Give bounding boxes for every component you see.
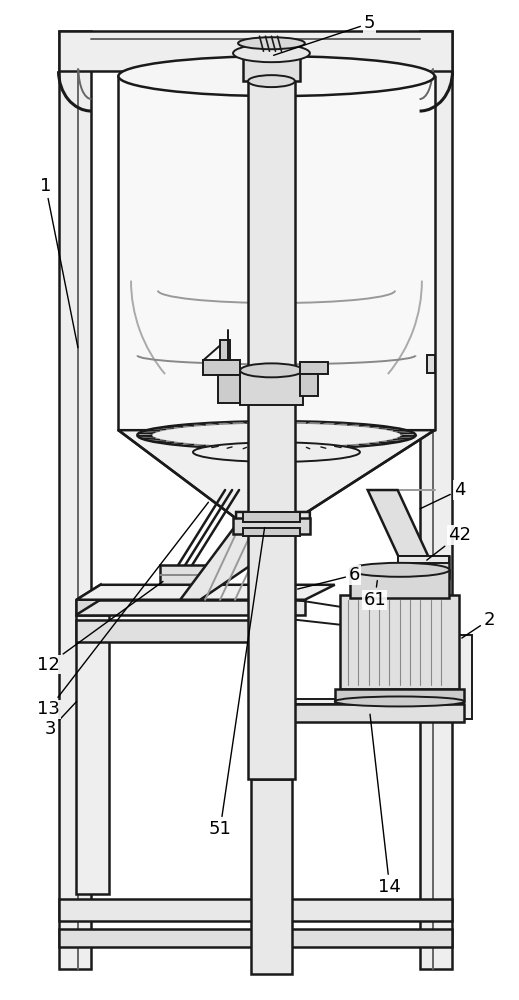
Text: 5: 5 (274, 14, 375, 55)
Polygon shape (180, 512, 310, 600)
Polygon shape (118, 430, 434, 520)
Bar (335, 689, 465, 701)
Bar (76, 620, 251, 642)
Polygon shape (76, 585, 335, 600)
Polygon shape (118, 76, 434, 430)
Bar (251, 779, 292, 974)
Polygon shape (367, 490, 434, 570)
Bar (233, 518, 310, 534)
Ellipse shape (193, 442, 360, 462)
Text: 6: 6 (297, 566, 360, 589)
Bar (300, 362, 328, 374)
Text: 12: 12 (37, 581, 163, 674)
Bar (59, 899, 453, 921)
Bar (59, 929, 453, 947)
Text: 51: 51 (209, 528, 265, 838)
Polygon shape (398, 556, 449, 563)
Bar (240, 370, 303, 405)
Ellipse shape (248, 75, 295, 87)
Bar (243, 512, 300, 522)
Bar (419, 31, 453, 969)
Bar (453, 635, 472, 719)
Bar (218, 375, 240, 403)
Bar (340, 595, 459, 689)
Bar (243, 528, 300, 536)
Bar (160, 565, 205, 600)
Text: 4: 4 (420, 481, 465, 509)
Text: 13: 13 (37, 502, 209, 718)
Bar (203, 360, 240, 375)
Text: 2: 2 (462, 611, 495, 638)
Bar (398, 556, 449, 578)
Bar (76, 615, 110, 894)
Ellipse shape (138, 421, 416, 449)
Bar (280, 704, 465, 722)
Bar (300, 374, 318, 396)
Bar (59, 31, 453, 71)
Ellipse shape (118, 56, 434, 96)
Bar (59, 31, 91, 969)
Bar (243, 51, 300, 81)
Bar (220, 340, 230, 360)
Text: 42: 42 (427, 526, 471, 560)
Polygon shape (76, 600, 305, 615)
Bar (427, 355, 434, 373)
Polygon shape (76, 585, 101, 615)
Polygon shape (280, 699, 465, 704)
Bar (248, 81, 295, 520)
Bar (350, 570, 449, 598)
Ellipse shape (233, 44, 310, 62)
Text: 1: 1 (40, 177, 78, 348)
Ellipse shape (240, 363, 303, 377)
Text: 61: 61 (363, 581, 386, 609)
Bar (248, 520, 295, 779)
Text: 14: 14 (370, 714, 401, 896)
Ellipse shape (335, 696, 465, 706)
Ellipse shape (238, 37, 305, 49)
Ellipse shape (350, 563, 449, 577)
Text: 3: 3 (45, 701, 77, 738)
